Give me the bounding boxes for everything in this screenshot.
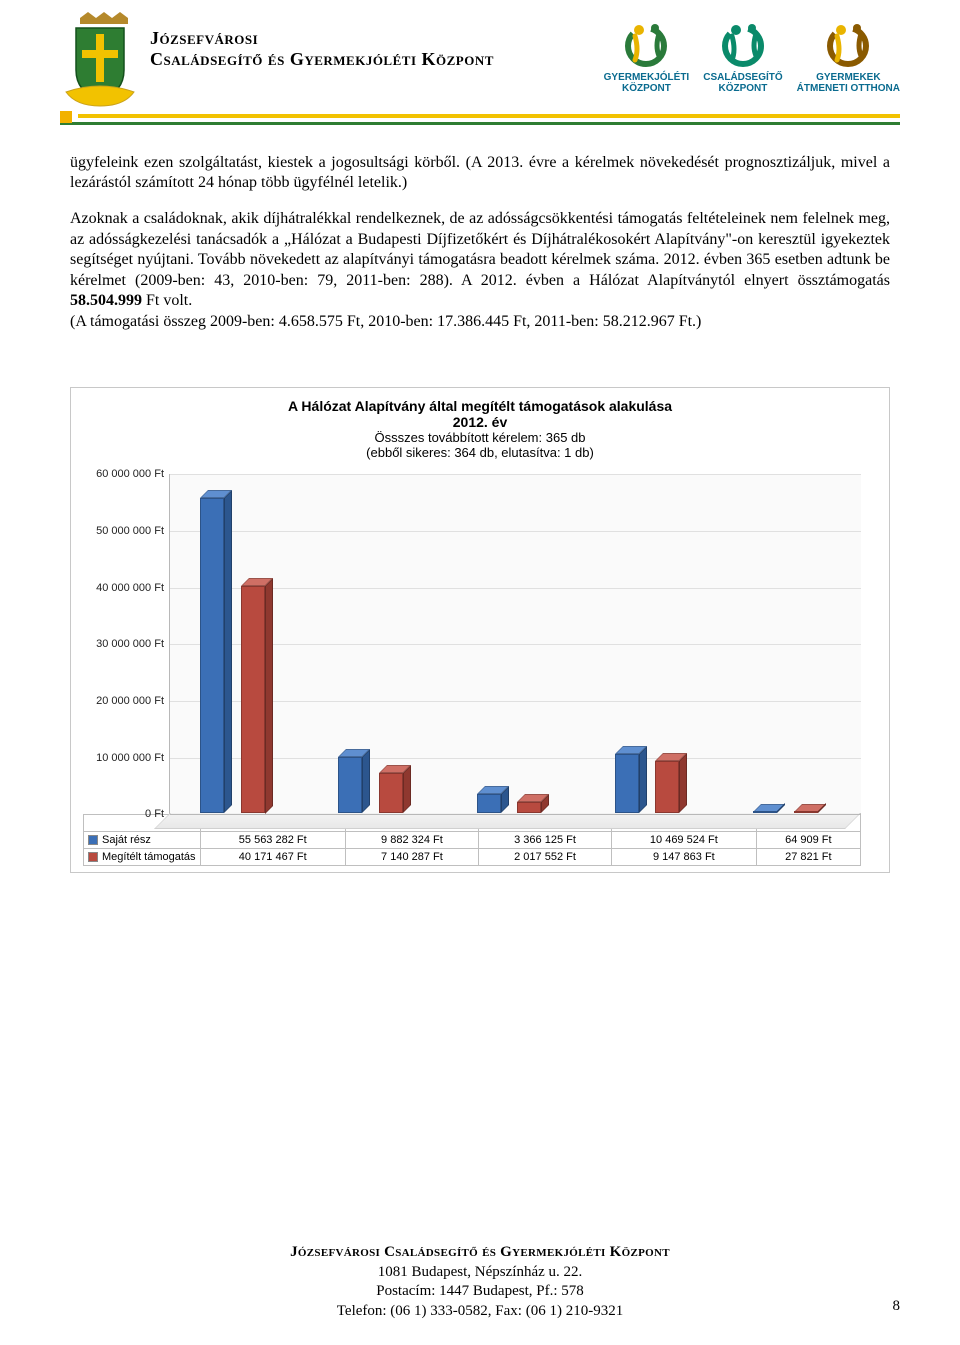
page-number: 8	[893, 1298, 901, 1315]
legend-entry: Saját rész	[84, 832, 201, 849]
gridline	[170, 588, 861, 589]
chart-subtitle-1: Össszes továbbított kérelem: 365 db	[79, 430, 881, 445]
y-tick-label: 40 000 000 Ft	[84, 582, 170, 594]
paragraph-2: Azoknak a családoknak, akik díjhátralékk…	[70, 209, 890, 311]
y-tick-label: 20 000 000 Ft	[84, 695, 170, 707]
footer-post: Postacím: 1447 Budapest, Pf.: 578	[0, 1282, 960, 1302]
gridline	[170, 814, 861, 815]
gridline	[170, 644, 861, 645]
partner-logo-1: CSALÁDSEGÍTŐKÖZPONT	[703, 16, 782, 94]
paragraph-3: (A támogatási összeg 2009-ben: 4.658.575…	[70, 312, 890, 332]
y-tick-label: 10 000 000 Ft	[84, 752, 170, 764]
chart-subtitle-2: (ebből sikeres: 364 db, elutasítva: 1 db…	[79, 445, 881, 460]
body-text: ügyfeleink ezen szolgáltatást, kiestek a…	[0, 125, 960, 333]
data-cell: 3 366 125 Ft	[478, 832, 611, 849]
chart-title-line2: 2012. év	[79, 414, 881, 430]
org-title-line1: Józsefvárosi	[150, 28, 494, 49]
page: Józsefvárosi Családsegítő és Gyermekjólé…	[0, 0, 960, 1345]
data-cell: 7 140 287 Ft	[345, 849, 478, 866]
partner-logo-2: GYERMEKEKÁTMENETI OTTHONA	[797, 16, 900, 94]
y-tick-label: 60 000 000 Ft	[84, 468, 170, 480]
gridline	[170, 758, 861, 759]
y-tick-label: 30 000 000 Ft	[84, 638, 170, 650]
org-title: Józsefvárosi Családsegítő és Gyermekjólé…	[150, 10, 494, 70]
gridline	[170, 474, 861, 475]
bar	[794, 812, 818, 813]
bar	[477, 794, 501, 813]
bar	[615, 754, 639, 813]
bar	[753, 812, 777, 813]
data-cell: 9 147 863 Ft	[612, 849, 757, 866]
bar	[200, 498, 224, 813]
y-tick-label: 0 Ft	[84, 808, 170, 820]
gridline	[170, 531, 861, 532]
header-rule	[0, 110, 960, 125]
data-cell: 40 171 467 Ft	[200, 849, 345, 866]
footer-org: Józsefvárosi Családsegítő és Gyermekjólé…	[0, 1243, 960, 1263]
bar	[338, 757, 362, 813]
data-cell: 27 821 Ft	[756, 849, 860, 866]
chart-plot-area: 0 Ft10 000 000 Ft20 000 000 Ft30 000 000…	[169, 474, 861, 814]
legend-entry: Megítélt támogatás	[84, 849, 201, 866]
data-cell: 10 469 524 Ft	[612, 832, 757, 849]
paragraph-2b: Ft volt.	[142, 292, 192, 309]
org-title-line2: Családsegítő és Gyermekjóléti Központ	[150, 49, 494, 70]
bar	[517, 802, 541, 813]
paragraph-1: ügyfeleink ezen szolgáltatást, kiestek a…	[70, 153, 890, 194]
paragraph-2a: Azoknak a családoknak, akik díjhátralékk…	[70, 210, 890, 288]
crest-logo	[60, 10, 140, 110]
partner-logo-0: GYERMEKJÓLÉTIKÖZPONT	[604, 16, 690, 94]
chart-title: A Hálózat Alapítvány által megítélt támo…	[79, 398, 881, 414]
footer-address: 1081 Budapest, Népszínház u. 22.	[0, 1263, 960, 1283]
data-cell: 9 882 324 Ft	[345, 832, 478, 849]
footer-phone: Telefon: (06 1) 333-0582, Fax: (06 1) 21…	[0, 1302, 960, 1322]
partner-logos: GYERMEKJÓLÉTIKÖZPONTCSALÁDSEGÍTŐKÖZPONTG…	[604, 10, 900, 94]
bar	[379, 773, 403, 813]
footer: Józsefvárosi Családsegítő és Gyermekjólé…	[0, 1243, 960, 1321]
chart-container: A Hálózat Alapítvány által megítélt támo…	[70, 387, 890, 873]
bar	[655, 761, 679, 813]
bar	[241, 586, 265, 814]
amount-bold: 58.504.999	[70, 292, 142, 309]
data-cell: 55 563 282 Ft	[200, 832, 345, 849]
gridline	[170, 701, 861, 702]
header: Józsefvárosi Családsegítő és Gyermekjólé…	[0, 0, 960, 110]
chart-floor	[154, 813, 861, 829]
y-tick-label: 50 000 000 Ft	[84, 525, 170, 537]
data-cell: 64 909 Ft	[756, 832, 860, 849]
data-cell: 2 017 552 Ft	[478, 849, 611, 866]
